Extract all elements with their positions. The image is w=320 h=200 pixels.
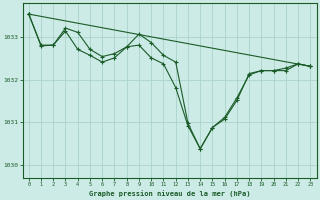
X-axis label: Graphe pression niveau de la mer (hPa): Graphe pression niveau de la mer (hPa) [89, 190, 250, 197]
